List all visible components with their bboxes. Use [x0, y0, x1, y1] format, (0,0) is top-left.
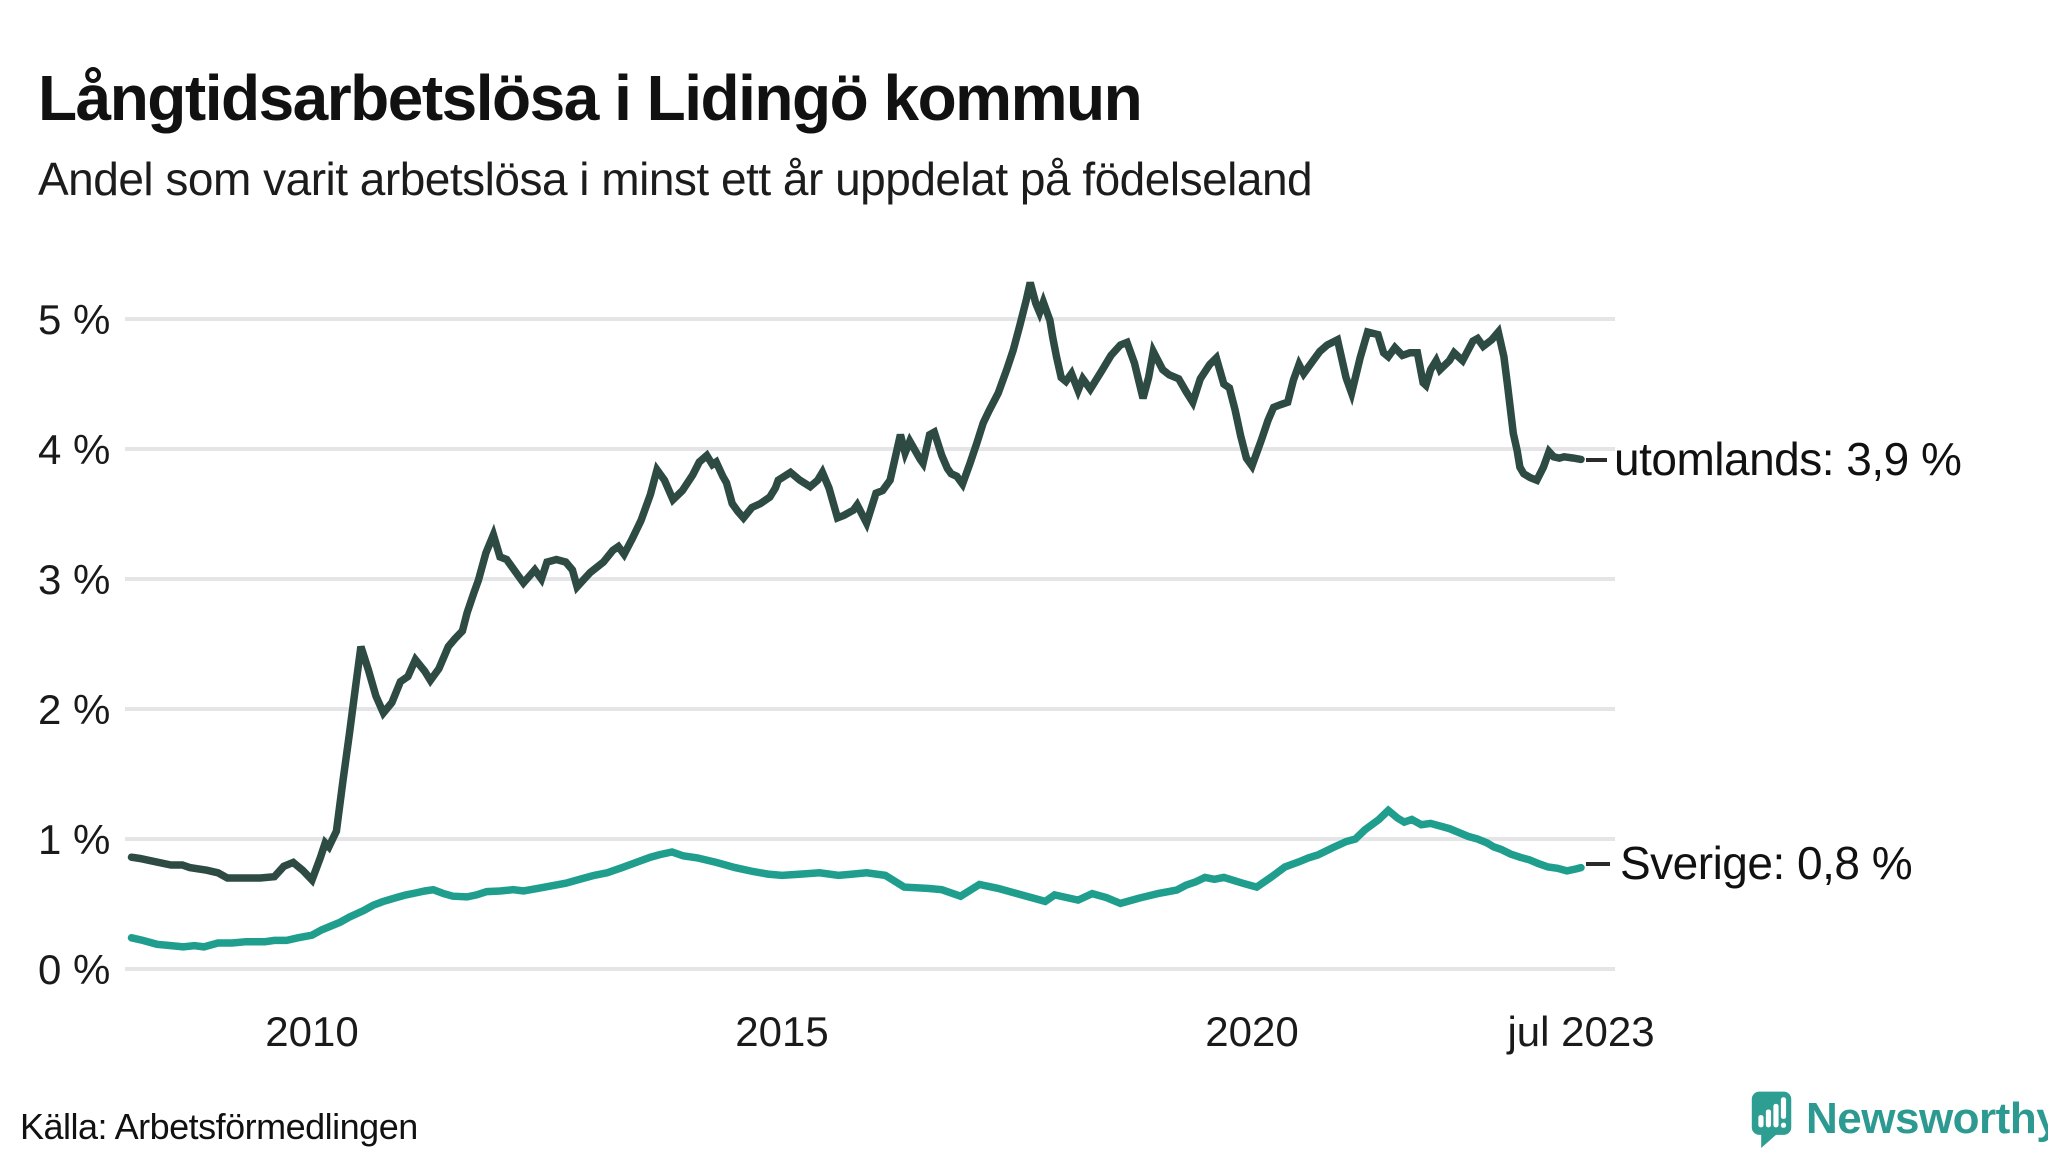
y-tick-label: 0 % [38, 946, 110, 993]
newsworthy-logo-text: Newsworthy [1806, 1094, 2048, 1143]
series-label-sverige: Sverige: 0,8 % [1620, 837, 1912, 889]
series-group [127, 281, 1585, 951]
newsworthy-logo-icon [1751, 1091, 1792, 1148]
x-tick-label: 2010 [265, 1008, 358, 1055]
series-line-sverige [127, 805, 1585, 951]
source-note: Källa: Arbetsförmedlingen [20, 1106, 418, 1147]
y-tick-label: 2 % [38, 686, 110, 733]
y-tick-label: 5 % [38, 296, 110, 343]
y-tick-label: 1 % [38, 816, 110, 863]
y-tick-label: 3 % [38, 556, 110, 603]
x-tick-label: jul 2023 [1505, 1008, 1654, 1055]
x-tick-label: 2020 [1205, 1008, 1298, 1055]
page-subtitle: Andel som varit arbetslösa i minst ett å… [38, 153, 1313, 205]
y-tick-label: 4 % [38, 426, 110, 473]
series-line-utomlands [127, 281, 1585, 887]
y-axis-labels: 5 % 4 % 3 % 2 % 1 % 0 % [38, 296, 110, 993]
page-title: Långtidsarbetslösa i Lidingö kommun [38, 61, 1143, 134]
series-label-utomlands: utomlands: 3,9 % [1614, 433, 1961, 485]
x-axis-labels: 2010 2015 2020 jul 2023 [265, 1008, 1654, 1055]
gridlines-group [125, 317, 1615, 971]
x-tick-label: 2015 [735, 1008, 828, 1055]
